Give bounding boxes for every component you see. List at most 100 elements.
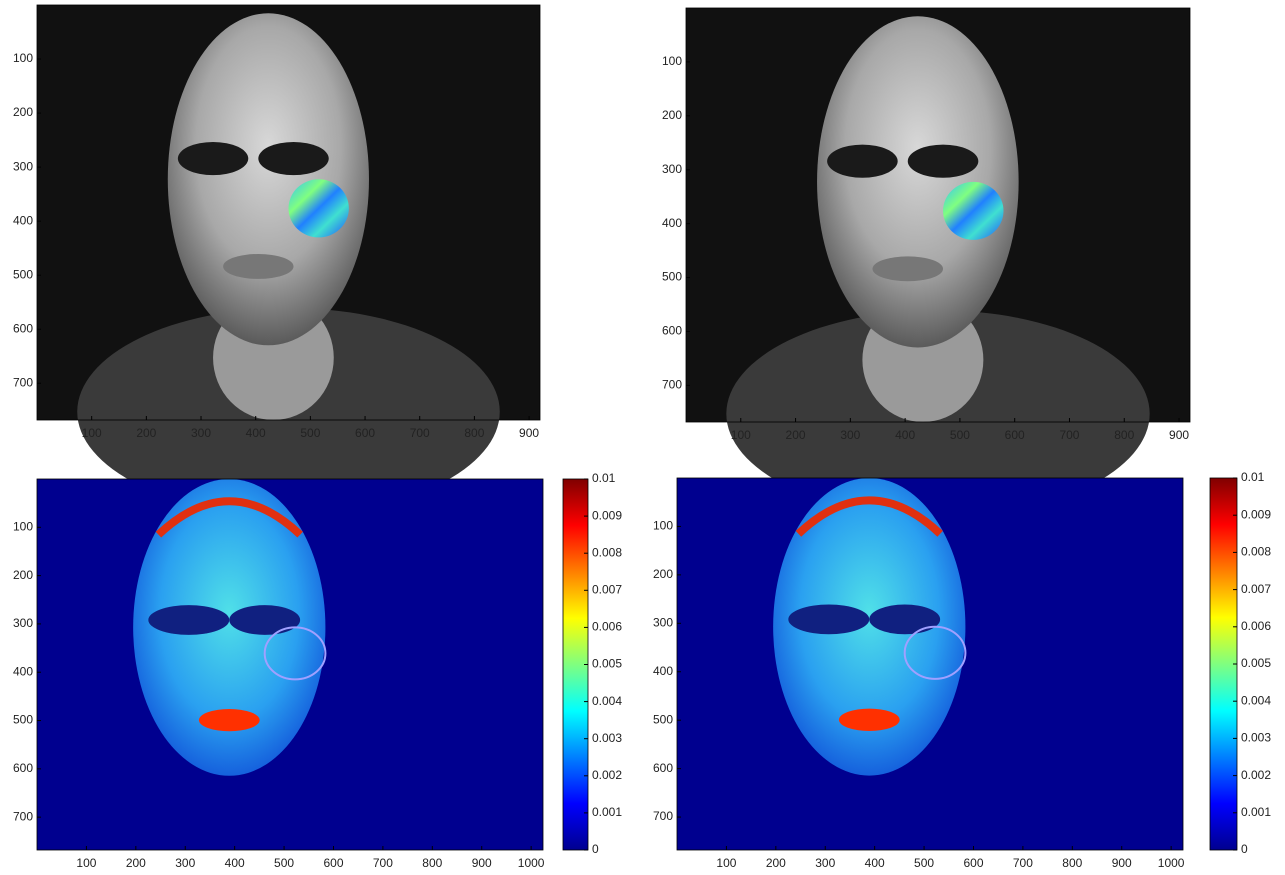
head [817, 16, 1019, 347]
x-tick-label: 900 [472, 856, 492, 870]
colorbar-tick-label: 0.008 [1241, 545, 1271, 559]
colorbar [1210, 478, 1237, 850]
lips-map [199, 709, 260, 731]
colorbar-tick-label: 0 [592, 842, 599, 856]
y-tick-label: 500 [13, 267, 33, 281]
x-tick-label: 300 [815, 856, 835, 870]
x-tick-label: 800 [464, 426, 484, 440]
cheek-overlay [289, 179, 349, 237]
y-tick-label: 400 [13, 213, 33, 227]
colorbar-tick-label: 0.001 [1241, 805, 1271, 819]
y-tick-label: 400 [662, 216, 682, 230]
x-tick-label: 200 [766, 856, 786, 870]
x-tick-label: 300 [175, 856, 195, 870]
y-tick-label: 200 [653, 567, 673, 581]
x-tick-label: 100 [82, 426, 102, 440]
head [168, 13, 369, 345]
lens [258, 142, 328, 175]
x-tick-label: 600 [963, 856, 983, 870]
y-tick-label: 300 [13, 616, 33, 630]
glasses-map [229, 605, 300, 635]
x-tick-label: 1000 [518, 856, 545, 870]
x-tick-label: 200 [786, 428, 806, 442]
x-tick-label: 300 [840, 428, 860, 442]
colorbar-tick-label: 0 [1241, 842, 1248, 856]
x-tick-label: 100 [716, 856, 736, 870]
colorbar-tick-label: 0.005 [592, 657, 622, 671]
y-tick-label: 700 [13, 375, 33, 389]
colorbar-tick-label: 0.002 [1241, 768, 1271, 782]
x-tick-label: 700 [1013, 856, 1033, 870]
lens [827, 145, 898, 178]
y-tick-label: 500 [13, 713, 33, 727]
x-tick-label: 700 [373, 856, 393, 870]
x-tick-label: 800 [422, 856, 442, 870]
y-tick-label: 100 [653, 519, 673, 533]
y-tick-label: 300 [662, 162, 682, 176]
lips-map [839, 709, 900, 731]
x-tick-label: 500 [300, 426, 320, 440]
lips [223, 254, 293, 279]
colorbar-tick-label: 0.003 [592, 731, 622, 745]
y-tick-label: 400 [653, 664, 673, 678]
x-tick-label: 400 [246, 426, 266, 440]
x-tick-label: 200 [136, 426, 156, 440]
y-tick-label: 600 [13, 761, 33, 775]
x-tick-label: 600 [1005, 428, 1025, 442]
y-tick-label: 200 [13, 105, 33, 119]
y-tick-label: 600 [662, 324, 682, 338]
colorbar-tick-label: 0.01 [1241, 470, 1265, 484]
y-tick-label: 500 [653, 712, 673, 726]
x-tick-label: 700 [1059, 428, 1079, 442]
lens [908, 145, 979, 178]
y-tick-label: 700 [653, 809, 673, 823]
x-tick-label: 800 [1114, 428, 1134, 442]
x-tick-label: 900 [519, 426, 539, 440]
x-tick-label: 900 [1112, 856, 1132, 870]
colorbar-tick-label: 0.002 [592, 768, 622, 782]
colorbar-tick-label: 0.001 [592, 805, 622, 819]
y-tick-label: 100 [13, 51, 33, 65]
y-tick-label: 200 [13, 568, 33, 582]
y-tick-label: 700 [13, 809, 33, 823]
colorbar-tick-label: 0.008 [592, 545, 622, 559]
x-tick-label: 200 [126, 856, 146, 870]
y-tick-label: 600 [653, 761, 673, 775]
glasses-map [788, 604, 869, 634]
colorbar-tick-label: 0.006 [1241, 619, 1271, 633]
glasses-map [148, 605, 229, 635]
x-tick-label: 800 [1062, 856, 1082, 870]
glasses-map [869, 604, 940, 634]
colorbar-tick-label: 0.004 [1241, 693, 1271, 707]
x-tick-label: 400 [225, 856, 245, 870]
y-tick-label: 300 [13, 159, 33, 173]
lens [178, 142, 248, 175]
colorbar-tick-label: 0.009 [1241, 507, 1271, 521]
y-tick-label: 400 [13, 664, 33, 678]
colorbar-tick-label: 0.007 [1241, 582, 1271, 596]
cheek-overlay [943, 182, 1003, 240]
x-tick-label: 600 [355, 426, 375, 440]
y-tick-label: 100 [662, 54, 682, 68]
y-tick-label: 300 [653, 615, 673, 629]
y-tick-label: 500 [662, 270, 682, 284]
x-tick-label: 300 [191, 426, 211, 440]
colorbar-tick-label: 0.007 [592, 582, 622, 596]
colorbar-tick-label: 0.009 [592, 508, 622, 522]
x-tick-label: 500 [274, 856, 294, 870]
x-tick-label: 900 [1169, 428, 1189, 442]
x-tick-label: 400 [865, 856, 885, 870]
colorbar-tick-label: 0.01 [592, 471, 616, 485]
colorbar-tick-label: 0.006 [592, 620, 622, 634]
x-tick-label: 700 [410, 426, 430, 440]
colorbar-tick-label: 0.005 [1241, 656, 1271, 670]
figure: 100 200 300 400 500 600 700 800 900 100 200 300 400 5… [0, 0, 1285, 870]
colorbar-tick-label: 0.004 [592, 694, 622, 708]
colorbar-tick-label: 0.003 [1241, 731, 1271, 745]
x-tick-label: 600 [323, 856, 343, 870]
y-tick-label: 700 [662, 378, 682, 392]
x-tick-label: 500 [914, 856, 934, 870]
y-tick-label: 100 [13, 519, 33, 533]
x-tick-label: 500 [950, 428, 970, 442]
x-tick-label: 1000 [1158, 856, 1185, 870]
